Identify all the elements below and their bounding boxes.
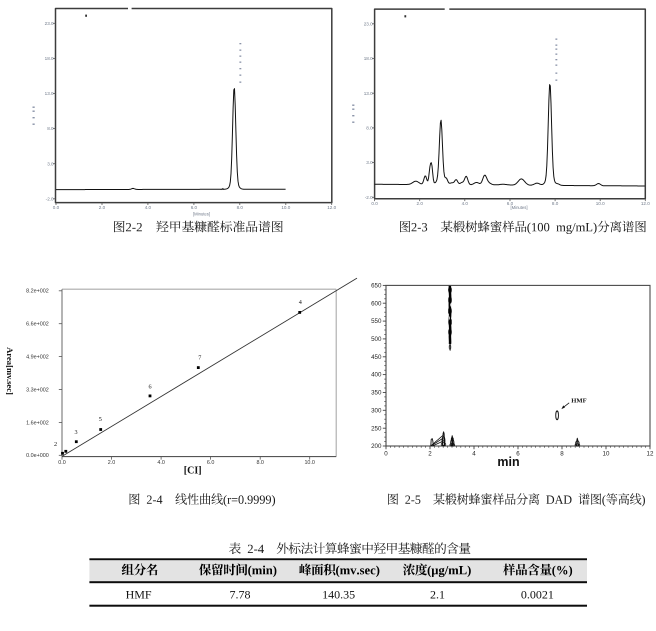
svg-text:7.78: 7.78	[230, 588, 251, 602]
svg-text:[Minutes]: [Minutes]	[511, 205, 528, 210]
svg-text:0.0021: 0.0021	[521, 588, 554, 602]
svg-text:0: 0	[384, 450, 388, 457]
svg-text:6: 6	[516, 450, 520, 457]
svg-text:6.0: 6.0	[191, 205, 198, 210]
svg-text:HMF: HMF	[571, 397, 586, 404]
svg-text:23.0: 23.0	[45, 21, 54, 26]
svg-text:4: 4	[472, 450, 476, 457]
svg-text:550: 550	[371, 318, 382, 325]
svg-text:6: 6	[148, 384, 151, 391]
svg-text:400: 400	[371, 372, 382, 379]
svg-text:2: 2	[54, 441, 57, 448]
svg-text:[CI]: [CI]	[184, 466, 202, 477]
svg-text:HMF: HMF	[126, 588, 152, 602]
svg-text:8: 8	[560, 450, 564, 457]
svg-text:10.0: 10.0	[304, 460, 315, 466]
svg-text:500: 500	[371, 336, 382, 343]
svg-text:Area[mv.sec]: Area[mv.sec]	[5, 347, 15, 395]
svg-text:1.6e+002: 1.6e+002	[26, 420, 49, 426]
svg-text:8.0: 8.0	[552, 201, 559, 206]
svg-text:2.0: 2.0	[417, 201, 424, 206]
svg-text:2: 2	[428, 450, 432, 457]
svg-text:5: 5	[99, 416, 102, 423]
svg-text:2.0: 2.0	[108, 460, 116, 466]
svg-text:12: 12	[647, 450, 654, 457]
svg-text:0.0: 0.0	[371, 201, 378, 206]
svg-text:2.1: 2.1	[430, 588, 445, 602]
svg-text:4.9e+002: 4.9e+002	[26, 355, 49, 361]
svg-text:3: 3	[74, 429, 77, 436]
svg-text:300: 300	[371, 407, 382, 414]
svg-text:4.0: 4.0	[462, 201, 469, 206]
svg-text:6.0: 6.0	[507, 201, 514, 206]
svg-text:[Minutes]: [Minutes]	[193, 212, 210, 217]
svg-text:min: min	[497, 455, 519, 469]
svg-text:250: 250	[371, 425, 382, 432]
svg-text:18.0: 18.0	[364, 56, 373, 61]
svg-text:200: 200	[371, 443, 382, 450]
svg-text:4.0: 4.0	[157, 460, 165, 466]
svg-text:600: 600	[371, 300, 382, 307]
svg-text:10: 10	[603, 450, 610, 457]
svg-text:140.35: 140.35	[322, 588, 355, 602]
svg-text:23.0: 23.0	[364, 21, 373, 26]
svg-text:8.2e+002: 8.2e+002	[26, 289, 49, 295]
svg-text:8.0: 8.0	[237, 205, 244, 210]
svg-text:8.0: 8.0	[47, 126, 54, 131]
svg-text:6.6e+002: 6.6e+002	[26, 322, 49, 328]
svg-text:0.0e+000: 0.0e+000	[26, 453, 49, 459]
svg-text:0.0: 0.0	[58, 460, 66, 466]
svg-text:8.0: 8.0	[366, 126, 373, 131]
svg-text:0.0: 0.0	[53, 205, 60, 210]
svg-text:-2.0: -2.0	[365, 195, 373, 200]
svg-text:10.0: 10.0	[596, 201, 605, 206]
svg-text:2.0: 2.0	[99, 205, 106, 210]
svg-text:650: 650	[371, 283, 382, 290]
svg-text:3.3e+002: 3.3e+002	[26, 387, 49, 393]
svg-text:6.0: 6.0	[207, 460, 215, 466]
svg-text:-2.0: -2.0	[46, 196, 54, 201]
svg-text:18.0: 18.0	[45, 56, 54, 61]
svg-text:12.0: 12.0	[327, 205, 336, 210]
svg-text:7: 7	[198, 354, 201, 361]
svg-text:10.0: 10.0	[281, 205, 290, 210]
svg-text:4: 4	[299, 299, 302, 306]
svg-text:13.0: 13.0	[45, 91, 54, 96]
svg-text:4.0: 4.0	[145, 205, 152, 210]
svg-text:13.0: 13.0	[364, 91, 373, 96]
svg-text:8.0: 8.0	[256, 460, 264, 466]
svg-text:350: 350	[371, 390, 382, 397]
svg-text:12.0: 12.0	[641, 201, 650, 206]
svg-text:3.0: 3.0	[47, 161, 54, 166]
svg-text:3.0: 3.0	[366, 160, 373, 165]
svg-text:450: 450	[371, 354, 382, 361]
